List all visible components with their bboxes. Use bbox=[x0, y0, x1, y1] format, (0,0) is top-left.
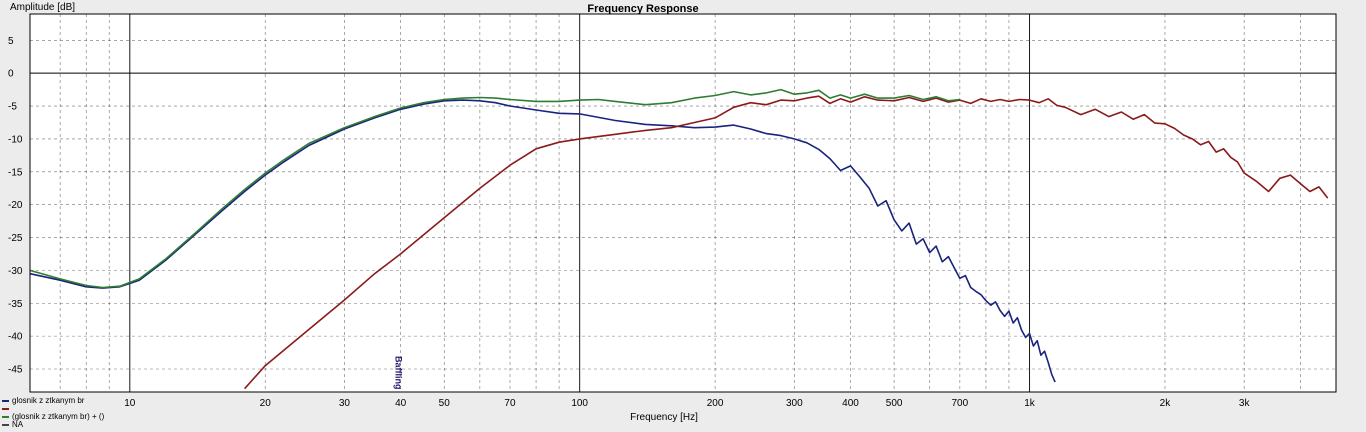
plot-area bbox=[30, 14, 1336, 392]
y-tick-label: -30 bbox=[8, 266, 23, 277]
x-tick-label: 3k bbox=[1239, 398, 1251, 409]
legend-item: (glosnik z ztkanym br) + () bbox=[2, 413, 104, 421]
x-tick-label: 30 bbox=[339, 398, 351, 409]
x-axis-label: Frequency [Hz] bbox=[630, 412, 698, 423]
x-tick-label: 40 bbox=[395, 398, 407, 409]
baffling-marker-label: Baffling bbox=[394, 356, 404, 390]
chart-title: Frequency Response bbox=[587, 3, 698, 15]
x-tick-label: 500 bbox=[886, 398, 903, 409]
legend-label: glosnik z ztkanym br bbox=[12, 396, 85, 405]
series-line bbox=[29, 99, 1056, 383]
x-tick-label: 70 bbox=[504, 398, 516, 409]
series-line bbox=[29, 88, 960, 289]
y-tick-label: -20 bbox=[8, 200, 23, 211]
legend-item bbox=[2, 405, 104, 413]
x-tick-label: 700 bbox=[952, 398, 969, 409]
x-tick-label: 200 bbox=[707, 398, 724, 409]
y-tick-label: -15 bbox=[8, 167, 23, 178]
x-tick-label: 2k bbox=[1160, 398, 1172, 409]
legend: glosnik z ztkanym br (glosnik z ztkanym b… bbox=[2, 397, 104, 429]
y-tick-labels: 5 0 -5 -10 -15 -20 -25 -30 -35 -40 -45 bbox=[8, 36, 23, 376]
legend-label: NA bbox=[12, 420, 24, 429]
legend-item: glosnik z ztkanym br bbox=[2, 397, 104, 405]
legend-swatch bbox=[2, 416, 9, 418]
series-line bbox=[244, 95, 1329, 390]
legend-item: NA bbox=[2, 421, 104, 429]
legend-swatch bbox=[2, 408, 9, 410]
series-layer bbox=[29, 88, 1329, 390]
y-tick-label: -45 bbox=[8, 364, 23, 375]
x-tick-label: 100 bbox=[571, 398, 588, 409]
y-tick-label: -10 bbox=[8, 134, 23, 145]
y-tick-label: -40 bbox=[8, 332, 23, 343]
legend-swatch bbox=[2, 424, 9, 426]
x-tick-label: 1k bbox=[1024, 398, 1036, 409]
plot-border bbox=[29, 13, 1337, 393]
y-tick-label: -35 bbox=[8, 299, 23, 310]
y-tick-label: 0 bbox=[8, 69, 14, 80]
x-tick-labels: 10 20 30 40 50 70 100 200 300 400 500 700 1k 2k 3k bbox=[124, 398, 1250, 409]
horizontal-grid bbox=[30, 39, 1336, 370]
x-tick-label: 50 bbox=[439, 398, 451, 409]
marker-layer: Baffling bbox=[394, 356, 404, 390]
legend-swatch bbox=[2, 400, 9, 402]
x-tick-label: 10 bbox=[124, 398, 136, 409]
y-axis-label: Amplitude [dB] bbox=[10, 2, 75, 13]
x-tick-label: 300 bbox=[786, 398, 803, 409]
y-tick-label: -25 bbox=[8, 233, 23, 244]
y-tick-label: 5 bbox=[8, 36, 14, 47]
y-tick-label: -5 bbox=[8, 102, 17, 113]
x-tick-label: 20 bbox=[260, 398, 272, 409]
legend-label: (glosnik z ztkanym br) + () bbox=[12, 412, 105, 421]
x-tick-label: 400 bbox=[842, 398, 859, 409]
vertical-grid bbox=[29, 14, 1301, 392]
